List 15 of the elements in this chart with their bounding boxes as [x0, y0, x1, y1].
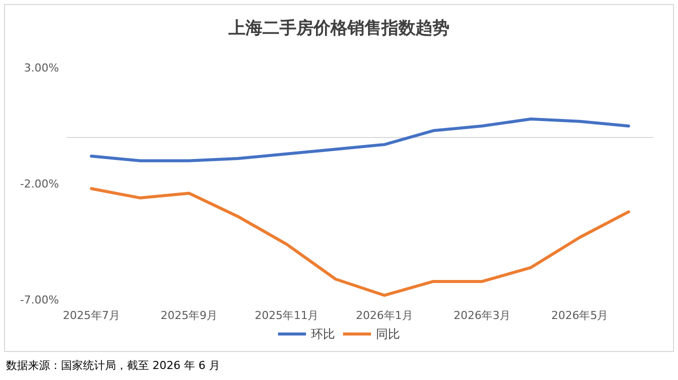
line-series — [90, 118, 630, 162]
chart-title: 上海二手房价格销售指数趋势 — [228, 18, 450, 38]
x-tick-label: 2026年3月 — [454, 309, 511, 322]
line-series — [90, 187, 630, 297]
x-tick-label: 2025年9月 — [160, 309, 218, 322]
source-note: 数据来源：国家统计局，截至 2026 年 6 月 — [6, 358, 220, 373]
x-tick-label: 2026年1月 — [356, 309, 413, 322]
legend-label: 同比 — [376, 327, 400, 341]
legend-label: 环比 — [311, 327, 335, 341]
y-tick-label: 3.00% — [24, 62, 59, 74]
x-tick-label: 2025年7月 — [62, 309, 120, 322]
x-tick-label: 2025年11月 — [254, 309, 319, 322]
x-tick-label: 2026年5月 — [551, 309, 608, 322]
y-tick-label: -7.00% — [20, 294, 59, 306]
y-tick-label: -2.00% — [20, 178, 59, 190]
